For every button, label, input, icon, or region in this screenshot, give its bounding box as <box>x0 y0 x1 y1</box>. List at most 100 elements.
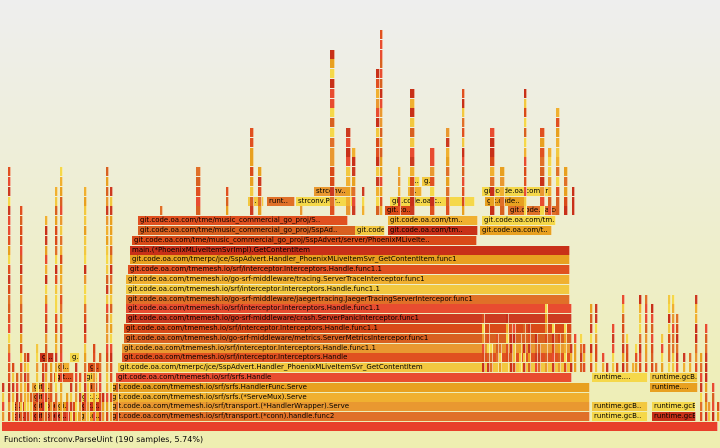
flame-frame-small[interactable] <box>110 275 113 284</box>
flame-frame-small[interactable] <box>574 363 577 373</box>
flame-frame-small[interactable] <box>8 343 11 353</box>
flame-frame-small[interactable] <box>84 255 87 265</box>
flame-frame-small[interactable] <box>446 147 450 157</box>
flame-frame-small[interactable] <box>27 363 30 373</box>
flame-frame-small[interactable] <box>446 167 450 177</box>
flame-frame-small[interactable] <box>380 49 383 59</box>
flame-frame-small[interactable] <box>519 343 522 353</box>
flame-frame-small[interactable] <box>672 363 675 373</box>
flame-frame-small[interactable] <box>346 137 351 147</box>
flame-frame-small[interactable] <box>708 402 711 412</box>
flame-frame-small[interactable] <box>376 177 380 186</box>
flame-frame-small[interactable] <box>583 363 586 373</box>
flame-frame-small[interactable] <box>622 353 625 363</box>
flame-frame-small[interactable] <box>8 206 11 216</box>
flame-frame-small[interactable] <box>564 363 567 373</box>
flame-frame-small[interactable] <box>705 412 708 422</box>
flame-frame-small[interactable] <box>12 412 15 422</box>
flame-frame-small[interactable] <box>602 363 605 373</box>
flame-frame-small[interactable] <box>622 343 625 353</box>
flame-frame-small[interactable] <box>651 324 654 333</box>
flame-frame-small[interactable] <box>106 353 109 363</box>
flame-frame-small[interactable] <box>20 363 23 373</box>
flame-frame-small[interactable] <box>60 324 63 333</box>
flame-frame[interactable]: runtime.gcB.. <box>652 412 696 422</box>
flame-frame-small[interactable] <box>556 118 560 128</box>
flame-frame-small[interactable] <box>490 196 495 206</box>
flame-frame-small[interactable] <box>490 137 495 147</box>
flame-frame[interactable]: git.code.oa.com/tmemesh.io/srf/intercept… <box>126 284 570 294</box>
flame-frame-small[interactable] <box>346 147 351 157</box>
flame-frame-small[interactable] <box>84 314 87 324</box>
flame-frame-small[interactable] <box>84 412 87 422</box>
flame-frame-small[interactable] <box>20 255 23 265</box>
flame-frame[interactable]: git.code.oa.com/tme/music_commercial_go_… <box>138 216 348 226</box>
flame-frame[interactable]: runtime.gcB.. <box>592 402 648 412</box>
flame-frame-small[interactable] <box>16 392 19 402</box>
flame-frame-small[interactable] <box>36 343 39 353</box>
flame-frame-small[interactable] <box>574 333 577 343</box>
flame-frame-small[interactable] <box>60 392 63 402</box>
flame-frame-small[interactable] <box>446 157 450 167</box>
flame-frame-small[interactable] <box>258 167 262 177</box>
flame-frame-small[interactable] <box>496 333 499 343</box>
flame-frame-small[interactable] <box>672 343 675 353</box>
flame-frame-small[interactable] <box>55 235 58 245</box>
flame-frame-small[interactable] <box>712 392 715 402</box>
flame-frame[interactable]: git.code.oa.com/tm.. <box>482 216 556 226</box>
flame-frame-small[interactable] <box>110 333 113 343</box>
flame-frame-small[interactable] <box>612 363 615 373</box>
flame-frame-small[interactable] <box>556 147 560 157</box>
flame-frame-small[interactable] <box>110 206 113 216</box>
flame-frame-small[interactable] <box>8 402 11 412</box>
flame-frame-small[interactable] <box>250 177 254 186</box>
flame-frame-small[interactable] <box>626 353 629 363</box>
flame-frame-small[interactable] <box>672 294 675 304</box>
flame-frame-small[interactable] <box>84 343 87 353</box>
flame-frame[interactable]: git.code.oa.com/tm.. <box>388 216 478 226</box>
flame-frame-small[interactable] <box>330 128 335 137</box>
flame-frame-small[interactable] <box>45 255 48 265</box>
flame-frame-small[interactable] <box>42 392 45 402</box>
flame-frame-small[interactable] <box>55 324 58 333</box>
flame-frame[interactable]: git.code.oa.com/tmemesh.io/go-srf-middle… <box>126 294 570 304</box>
flame-frame-small[interactable] <box>523 343 526 353</box>
flame-frame-small[interactable] <box>645 304 648 314</box>
flame-frame-small[interactable] <box>50 392 53 402</box>
flame-frame-small[interactable] <box>689 353 692 363</box>
flame-frame-small[interactable] <box>93 343 96 353</box>
flame-frame-small[interactable] <box>330 157 335 167</box>
flame-frame-small[interactable] <box>30 402 33 412</box>
flame-frame-small[interactable] <box>36 363 39 373</box>
flame-frame-small[interactable] <box>55 314 58 324</box>
flame-frame-small[interactable] <box>376 137 380 147</box>
flame-frame-small[interactable] <box>55 304 58 314</box>
flame-frame-small[interactable] <box>376 196 380 206</box>
flame-frame-small[interactable] <box>410 177 415 186</box>
flame-frame-small[interactable] <box>20 314 23 324</box>
flame-frame-small[interactable] <box>106 412 109 422</box>
flame-frame-small[interactable] <box>519 353 522 363</box>
flame-frame[interactable]: git.code.oa.com/tme/music_commercial_go_… <box>132 235 477 245</box>
flame-frame[interactable]: git.code.oa.com/t.. <box>480 226 552 235</box>
flame-frame-small[interactable] <box>8 284 11 294</box>
flame-frame-small[interactable] <box>60 167 63 177</box>
flame-frame[interactable]: g.. <box>70 353 80 363</box>
flame-frame-small[interactable] <box>712 382 715 392</box>
flame-frame-small[interactable] <box>8 324 11 333</box>
flame-frame-small[interactable] <box>538 363 541 373</box>
flame-frame-small[interactable] <box>626 333 629 343</box>
flame-frame[interactable]: git.code.oa.com/tmerpc/jce/SspAdvert.Han… <box>118 363 572 373</box>
flame-frame-small[interactable] <box>8 353 11 363</box>
flame-frame-small[interactable] <box>513 353 516 363</box>
flame-frame-small[interactable] <box>672 324 675 333</box>
flame-frame-small[interactable] <box>55 343 58 353</box>
flame-frame-small[interactable] <box>106 216 109 226</box>
flame-frame-small[interactable] <box>8 196 11 206</box>
flame-frame-small[interactable] <box>110 196 113 206</box>
flame-frame-small[interactable] <box>20 402 23 412</box>
flame-frame-small[interactable] <box>226 206 229 216</box>
flame-frame-small[interactable] <box>538 343 541 353</box>
flame-frame-small[interactable] <box>106 314 109 324</box>
flame-frame-small[interactable] <box>548 147 552 157</box>
